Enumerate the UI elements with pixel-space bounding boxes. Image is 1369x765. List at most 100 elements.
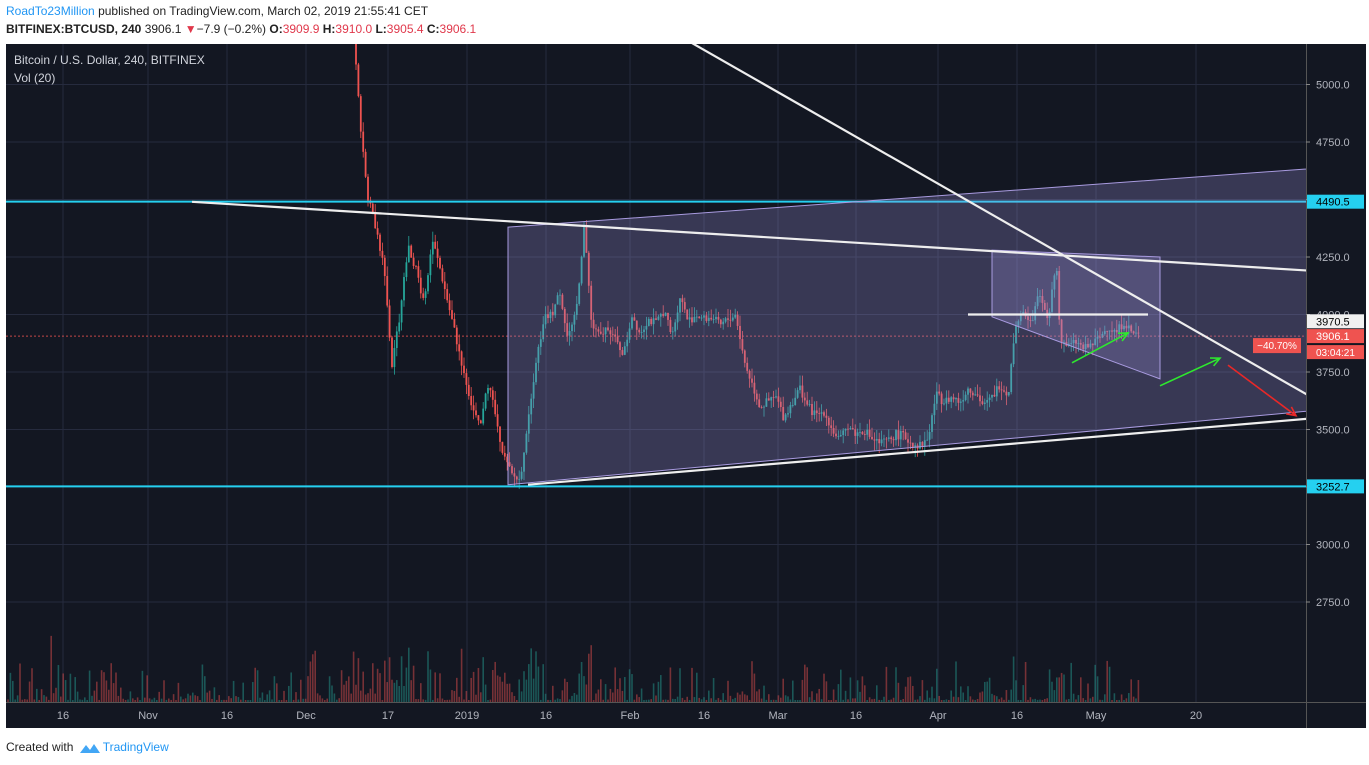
volume-bar [1046,698,1048,702]
volume-bar [1092,696,1094,702]
price-label-box [1307,194,1364,209]
volume-bar [276,683,278,702]
volume-bar [127,699,129,702]
volume-bar [549,699,552,702]
candle-body [765,398,768,407]
volume-bar [616,689,619,702]
volume-bar [1123,699,1125,702]
candle-body [631,317,633,329]
candle-body [484,393,487,409]
candle-body [969,388,972,393]
candle-body [633,317,636,321]
volume-bar [33,699,36,702]
volume-bar [612,692,614,702]
candle-body [724,318,727,322]
candle-body [808,404,811,405]
candle-body [422,293,425,298]
volume-bar [108,689,110,702]
created-with: Created with [6,740,74,754]
candle-body [427,275,429,292]
candle-body [1010,364,1013,393]
close-label: C: [426,22,440,36]
volume-bar [852,698,854,702]
volume-bar [201,664,204,702]
volume-bar [597,689,600,702]
quote-line: BITFINEX:BTCUSD, 240 3906.1 ▼−7.9 (−0.2%… [6,22,476,36]
volume-bar [528,664,530,702]
candle-body [611,334,614,336]
volume-bar [112,683,115,702]
tradingview-link[interactable]: TradingView [102,740,169,754]
candle-body [465,373,468,385]
volume-bar [540,699,542,702]
candle-body [619,342,621,351]
volume-bar [220,699,223,702]
candle-body [381,250,384,258]
volume-bar [967,686,969,702]
candle-body [950,397,953,402]
volume-bar [789,699,792,702]
price-chart[interactable]: Bitcoin / U.S. Dollar, 240, BITFINEX Vol … [0,42,1369,730]
volume-bar [993,695,996,702]
volume-bar [326,698,328,702]
candle-body [1099,336,1101,338]
candle-body [758,399,761,408]
candle-body [645,325,648,330]
volume-bar [1077,695,1080,702]
volume-bar [393,682,396,702]
volume-bar [516,699,518,702]
candle-body [544,314,547,325]
candle-body [657,316,660,320]
volume-bar [182,699,184,702]
volume-bar [208,690,211,702]
candle-body [1137,332,1140,334]
candle-body [820,412,823,414]
candle-body [429,254,432,276]
volume-bar [340,670,343,702]
volume-bar [163,680,165,702]
volume-bar [640,688,643,702]
volume-bar [856,680,859,702]
volume-bar [590,645,592,702]
candle-body [928,431,931,440]
volume-bar [996,696,998,702]
volume-bar [477,668,480,702]
volume-bar [564,678,566,702]
symbol: BITFINEX:BTCUSD, 240 [6,22,142,36]
time-axis-background [6,702,1366,728]
volume-bar [273,676,276,702]
volume-bar [211,698,213,702]
volume-bar [252,682,254,702]
y-tick-label: 3500.0 [1316,425,1350,437]
candle-body [537,346,540,363]
candle-body [919,441,921,449]
volume-bar [480,692,482,702]
author-link[interactable]: RoadTo23Million [6,4,95,18]
candle-body [974,394,977,396]
volume-bar [429,669,432,702]
candle-body [470,396,473,406]
volume-bar [151,699,153,702]
candle-body [681,298,684,303]
volume-bar [43,695,45,702]
candle-body [506,456,509,463]
volume-bar [664,699,667,702]
volume-bar [499,676,501,702]
volume-bar [352,651,355,702]
candle-body [549,311,552,319]
candle-body [1063,341,1065,343]
volume-bar [741,691,744,702]
arrowhead-green [1209,357,1222,367]
volume-bar [998,699,1000,702]
volume-bar [256,670,259,702]
volume-bar [573,692,576,702]
volume-bar [81,699,84,702]
volume-bar [9,672,12,702]
volume-bar [136,697,139,702]
x-tick-label: 16 [1011,710,1023,722]
x-tick-label: 2019 [455,710,479,722]
volume-bar [626,699,628,702]
candle-body [475,410,477,416]
candle-body [415,265,417,267]
volume-bar [50,635,52,702]
